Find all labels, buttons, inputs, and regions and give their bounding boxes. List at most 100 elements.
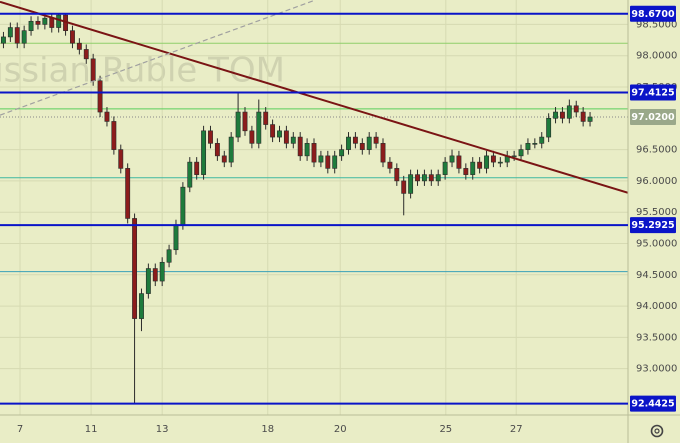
candle-body	[546, 118, 552, 138]
level-label: 95.2925	[631, 220, 674, 231]
candle-body	[104, 111, 110, 122]
candle-body	[359, 143, 365, 150]
candle-body	[14, 27, 20, 44]
y-tick-label: 96.0000	[636, 176, 677, 187]
candle-body	[180, 186, 186, 226]
candle-body	[449, 155, 455, 163]
candle-body	[428, 174, 434, 182]
candle-body	[201, 130, 207, 175]
watermark: Russian Ruble TOM	[0, 51, 285, 91]
trend-line	[0, 0, 628, 194]
candle-body	[76, 42, 82, 50]
candle-body	[132, 218, 138, 319]
candle-body	[394, 168, 400, 182]
candle-body	[145, 268, 151, 294]
level-label-box	[630, 84, 676, 101]
candle-body	[539, 136, 545, 144]
x-tick-label: 25	[439, 424, 452, 435]
candle-body	[421, 174, 427, 182]
candle-body	[35, 20, 41, 25]
candle-body	[214, 143, 220, 157]
candle-body	[297, 136, 303, 157]
candle-body	[463, 168, 469, 175]
candle-body	[380, 143, 386, 163]
candle-body	[42, 17, 48, 25]
candle-body	[249, 130, 255, 144]
candle-body	[152, 268, 158, 282]
candle-body	[456, 155, 462, 169]
candle-body	[70, 30, 75, 44]
candle-body	[125, 168, 131, 219]
candle-body	[525, 143, 531, 150]
candle-body	[318, 155, 324, 163]
candle-body	[566, 105, 572, 119]
plot-area: Russian Ruble TOM	[0, 0, 628, 415]
y-tick-label: 96.5000	[636, 145, 677, 156]
candle-body	[270, 124, 276, 138]
candle-body	[346, 136, 351, 150]
candle-body	[56, 14, 62, 28]
candle-body	[553, 111, 558, 119]
candle-body	[435, 174, 441, 182]
candle-body	[332, 155, 338, 169]
candle-body	[21, 30, 27, 44]
candle-body	[366, 136, 372, 150]
y-tick-label: 93.0000	[636, 364, 677, 375]
x-tick-label: 20	[334, 424, 347, 435]
y-tick-label: 94.0000	[636, 301, 677, 312]
level-label-box	[630, 217, 676, 234]
candle-body	[90, 58, 96, 82]
candle-body	[83, 49, 89, 60]
candle-body	[283, 130, 289, 144]
candle-body	[228, 136, 234, 163]
y-tick-label: 94.5000	[636, 270, 677, 281]
candle-body	[221, 155, 227, 163]
candle-body	[580, 111, 586, 122]
candle-body	[277, 130, 282, 138]
y-tick-label: 93.5000	[636, 332, 677, 343]
candle-body	[325, 155, 331, 169]
candle-body	[49, 17, 55, 28]
y-tick-label: 95.5000	[636, 207, 677, 218]
candle-body	[401, 180, 407, 194]
candle-body	[139, 293, 144, 319]
candle-body	[470, 161, 476, 175]
candle-body	[194, 161, 200, 175]
candle-body	[256, 111, 262, 144]
x-tick-label: 27	[510, 424, 523, 435]
candle-body	[263, 111, 269, 125]
candle-body	[159, 261, 165, 282]
y-tick-label: 98.5000	[636, 19, 677, 30]
current-price-label: 97.0200	[631, 112, 675, 123]
level-label: 97.4125	[631, 87, 674, 98]
candle-body	[111, 121, 117, 150]
candle-body	[408, 174, 414, 194]
candle-body	[573, 105, 579, 113]
candle-body	[518, 149, 524, 157]
candle-body	[97, 80, 103, 113]
candle-body	[311, 143, 317, 163]
candle-body	[532, 143, 538, 145]
candle-body	[28, 20, 34, 31]
candle-body	[208, 130, 213, 144]
candle-body	[242, 111, 248, 132]
x-tick-label: 11	[85, 424, 98, 435]
candle-body	[339, 149, 345, 157]
settings-icon[interactable]	[650, 424, 664, 438]
candle-body	[511, 155, 517, 158]
candle-body	[373, 136, 379, 144]
candle-body	[497, 161, 503, 164]
candle-body	[415, 174, 420, 182]
candle-body	[166, 249, 172, 263]
x-tick-label: 18	[261, 424, 274, 435]
candle-body	[304, 143, 310, 157]
current-price-box	[630, 109, 676, 126]
candle-body	[352, 136, 358, 144]
level-label-box	[630, 5, 676, 22]
candle-body	[560, 111, 565, 119]
candle-body	[1, 36, 6, 44]
candle-body	[118, 149, 124, 169]
level-label: 92.4425	[631, 399, 674, 410]
level-label-box	[630, 395, 676, 412]
